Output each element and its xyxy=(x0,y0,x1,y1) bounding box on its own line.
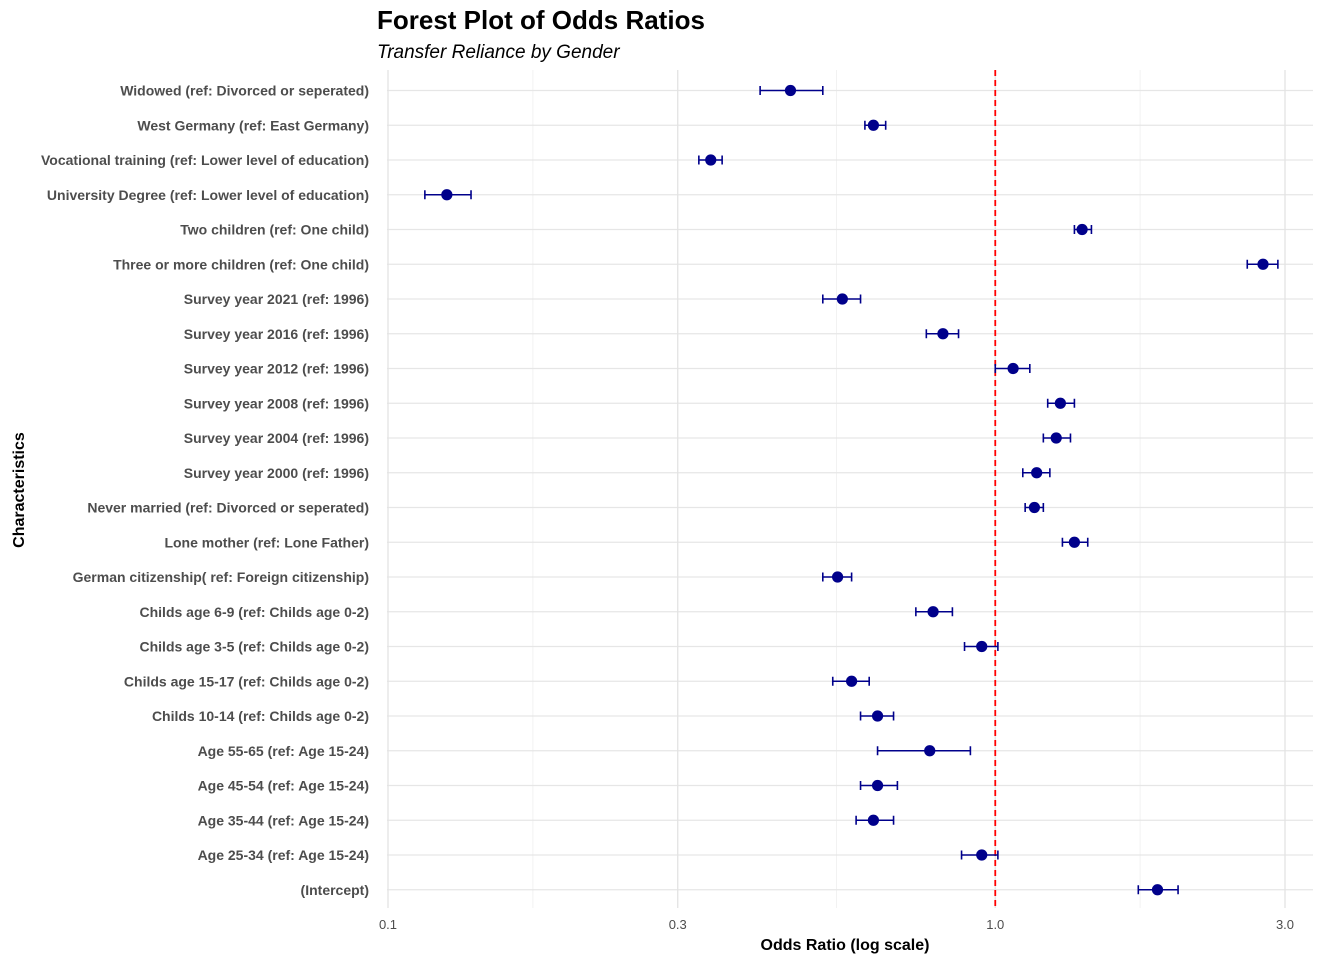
x-tick-label: 0.1 xyxy=(379,917,397,932)
y-tick-label: Three or more children (ref: One child) xyxy=(113,256,369,272)
y-tick-label: Survey year 2008 (ref: 1996) xyxy=(184,395,369,411)
y-tick-label: (Intercept) xyxy=(301,882,369,898)
chart-subtitle: Transfer Reliance by Gender xyxy=(377,42,620,63)
odds-ratio-point xyxy=(1257,258,1269,270)
odds-ratio-point xyxy=(1007,362,1019,375)
odds-ratio-point xyxy=(937,328,949,340)
x-tick-labels: 0.1 0.3 1.0 3.0 xyxy=(379,917,1294,932)
y-tick-label: Childs age 3-5 (ref: Childs age 0-2) xyxy=(140,639,370,655)
y-tick-label: Survey year 2012 (ref: 1996) xyxy=(184,361,369,377)
error-bars xyxy=(424,86,1279,895)
odds-ratio-point xyxy=(927,606,939,618)
y-tick-label: Age 35-44 (ref: Age 15-24) xyxy=(198,812,369,828)
odds-ratio-point xyxy=(836,293,848,305)
y-tick-label: West Germany (ref: East Germany) xyxy=(137,117,369,133)
major-gridlines xyxy=(387,70,1313,908)
odds-ratio-point xyxy=(1068,536,1081,548)
x-axis-title: Odds Ratio (log scale) xyxy=(761,937,930,954)
odds-ratio-point xyxy=(1028,501,1041,514)
y-tick-label: Widowed (ref: Divorced or seperated) xyxy=(120,83,369,99)
minor-gridlines xyxy=(532,70,1141,908)
y-tick-label: Childs age 15-17 (ref: Childs age 0-2) xyxy=(124,673,369,689)
y-tick-label: Survey year 2021 (ref: 1996) xyxy=(184,291,369,307)
x-tick-label: 1.0 xyxy=(986,917,1004,932)
x-tick-label: 3.0 xyxy=(1276,917,1294,932)
odds-ratio-point xyxy=(1050,432,1062,444)
odds-ratio-point xyxy=(1076,223,1088,236)
odds-ratio-point xyxy=(831,571,844,583)
odds-ratio-point xyxy=(1151,884,1164,896)
odds-ratio-point xyxy=(705,154,717,166)
x-tick-label: 0.3 xyxy=(669,917,687,932)
y-tick-label: Survey year 2016 (ref: 1996) xyxy=(184,326,369,342)
odds-ratio-point xyxy=(846,675,858,687)
odds-ratio-point xyxy=(1054,397,1066,409)
odds-ratio-point xyxy=(871,779,884,792)
odds-ratio-point xyxy=(976,640,988,653)
odds-ratio-point xyxy=(976,849,988,861)
y-tick-label: Survey year 2004 (ref: 1996) xyxy=(184,430,369,446)
y-tick-label: Lone mother (ref: Lone Father) xyxy=(164,534,369,550)
odds-ratio-points xyxy=(441,84,1269,896)
odds-ratio-point xyxy=(867,119,880,131)
y-tick-label: Childs age 6-9 (ref: Childs age 0-2) xyxy=(140,604,370,620)
odds-ratio-point xyxy=(871,710,884,722)
y-tick-label: Two children (ref: One child) xyxy=(180,222,369,238)
y-tick-label: Age 45-54 (ref: Age 15-24) xyxy=(198,778,369,794)
y-tick-label: Childs 10-14 (ref: Childs age 0-2) xyxy=(152,708,369,724)
y-tick-label: Never married (ref: Divorced or seperate… xyxy=(87,500,369,516)
y-tick-labels: Widowed (ref: Divorced or seperated) West… xyxy=(41,83,369,898)
y-tick-label: Age 55-65 (ref: Age 15-24) xyxy=(198,743,369,759)
y-tick-label: Vocational training (ref: Lower level of… xyxy=(41,152,369,168)
y-tick-label: Survey year 2000 (ref: 1996) xyxy=(184,465,369,481)
odds-ratio-point xyxy=(1031,467,1043,479)
y-axis-title: Characteristics xyxy=(11,432,28,548)
error-bar xyxy=(876,746,972,756)
odds-ratio-point xyxy=(441,189,453,201)
y-tick-label: Age 25-34 (ref: Age 15-24) xyxy=(198,847,369,863)
chart-title: Forest Plot of Odds Ratios xyxy=(377,5,705,35)
y-tick-label: German citizenship( ref: Foreign citizen… xyxy=(73,569,369,585)
odds-ratio-point xyxy=(784,84,797,97)
y-tick-label: University Degree (ref: Lower level of e… xyxy=(47,187,369,203)
odds-ratio-point xyxy=(867,814,880,826)
odds-ratio-point xyxy=(924,745,936,757)
